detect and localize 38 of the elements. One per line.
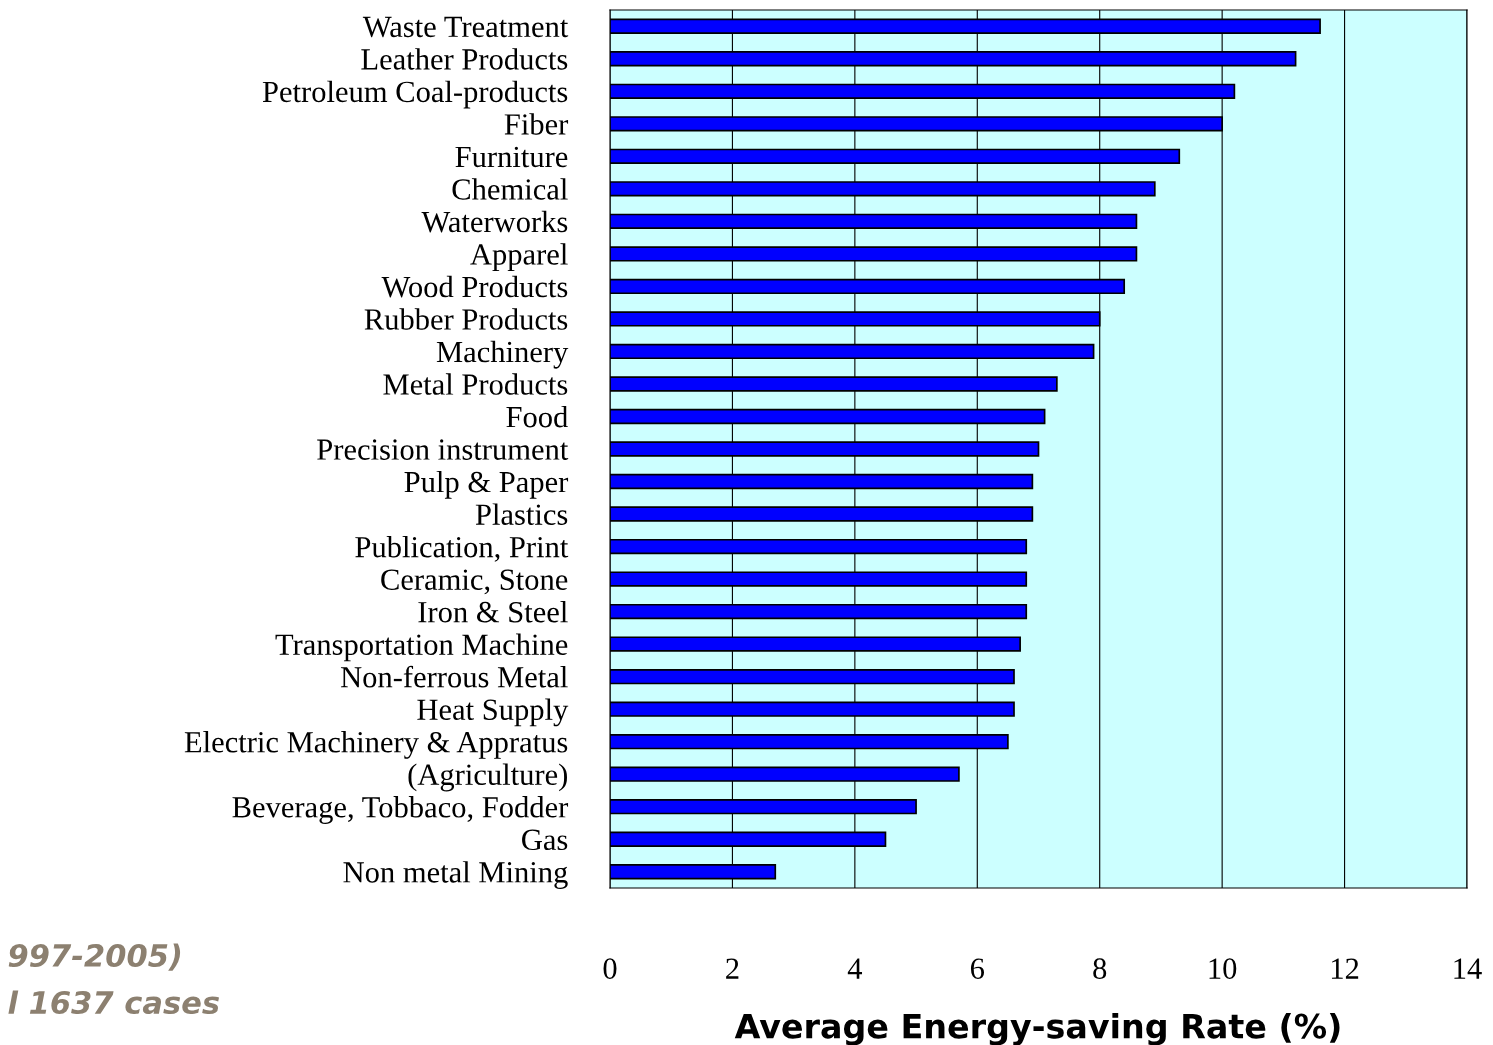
y-tick-label: Apparel (470, 243, 568, 271)
y-tick-label: Beverage, Tobbaco, Fodder (232, 796, 569, 824)
y-tick-label: Publication, Print (355, 535, 569, 562)
y-tick-label: Leather Products (361, 48, 568, 70)
y-tick-label: Plastics (475, 503, 568, 525)
x-tick-label: 14 (1454, 958, 1482, 979)
y-tick-label: Non metal Mining (343, 861, 568, 889)
x-tick-label: 6 (970, 958, 985, 979)
y-tick-label: Electric Machinery & Appratus (184, 731, 568, 759)
x-tick-label: 12 (1331, 958, 1359, 979)
x-tick-label: 0 (603, 958, 617, 979)
y-tick-label: Precision instrument (317, 439, 569, 460)
y-tick-label: Ceramic, Stone (381, 569, 568, 595)
text: l 1637 cases (8, 990, 220, 1015)
y-tick-label: Non-ferrous Metal (340, 665, 568, 688)
y-tick-label: Iron & Steel (418, 600, 568, 623)
y-tick-label: Wood Products (381, 275, 568, 298)
y-tick-label: Metal Products (383, 373, 568, 395)
y-tick-label: Transportation Machine (275, 633, 568, 662)
text: 997-2005) (8, 943, 181, 971)
y-tick-label: Furniture (455, 146, 568, 168)
y-tick-label: Food (506, 405, 568, 428)
y-tick-label: Rubber Products (364, 308, 568, 330)
y-tick-label: (Agriculture) (408, 763, 567, 792)
y-tick-label: Pulp & Paper (404, 470, 569, 499)
x-tick-label: 10 (1209, 958, 1237, 979)
y-tick-label: Chemical (452, 178, 568, 200)
y-tick-label: Gas (522, 829, 568, 851)
y-tick-label: Waste Treatment (362, 16, 569, 38)
y-tick-label: Petroleum Coal-products (262, 80, 568, 109)
y-tick-label: Fiber (504, 113, 569, 135)
y-tick-label: Machinery (436, 340, 569, 369)
y-tick-label: Heat Supply (417, 698, 569, 727)
x-axis-title: Average Energy-saving Rate (%) (734, 1012, 1340, 1045)
x-tick-label: 8 (1093, 958, 1107, 979)
y-tick-label: Waterworks (421, 210, 568, 233)
x-tick-label: 2 (726, 958, 739, 979)
x-tick-label: 4 (847, 958, 863, 979)
